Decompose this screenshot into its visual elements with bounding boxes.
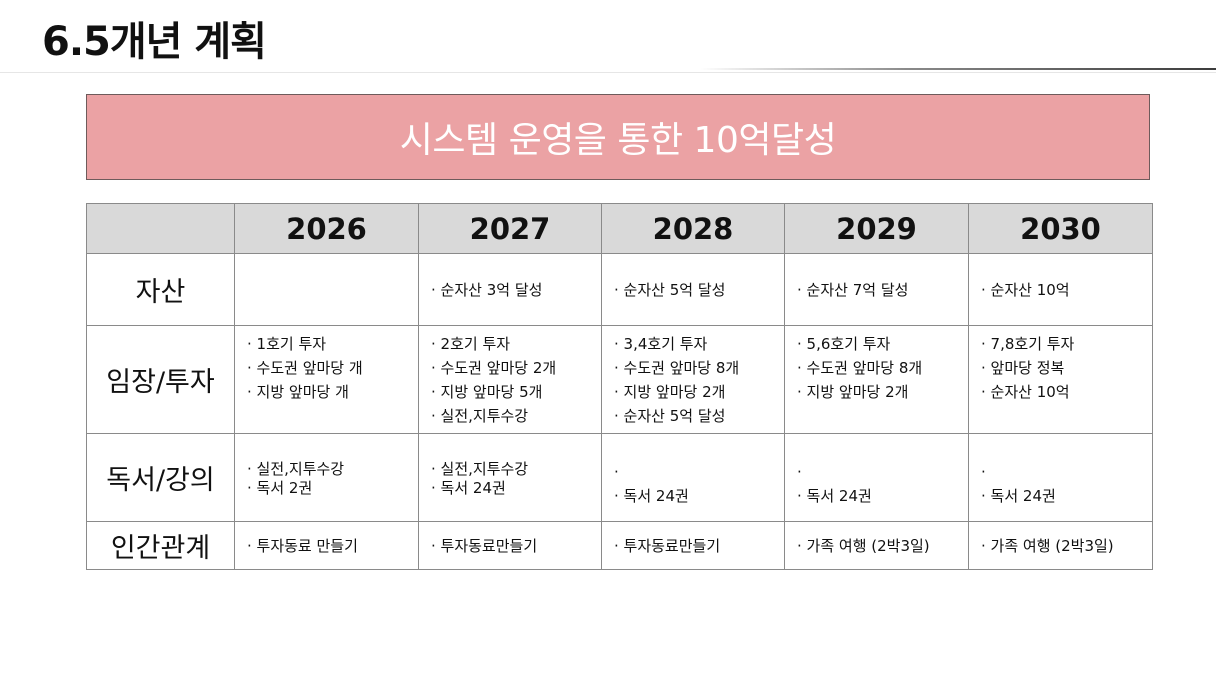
goal-banner: 시스템 운영을 통한 10억달성 bbox=[86, 94, 1150, 180]
cell-line: · 독서 2권 bbox=[247, 479, 313, 497]
table-cell: · 7,8호기 투자 · 앞마당 정복 · 순자산 10억 bbox=[968, 325, 1153, 434]
table-row: 임장/투자 · 1호기 투자 · 수도권 앞마당 개 · 지방 앞마당 개 · … bbox=[86, 325, 1153, 434]
cell-line: · 1호기 투자 bbox=[247, 335, 327, 353]
header-year-2028: 2028 bbox=[601, 203, 785, 254]
cell-line: · 지방 앞마당 2개 bbox=[797, 383, 909, 401]
cell-line: · 독서 24권 bbox=[981, 487, 1056, 505]
cell-line: · 7,8호기 투자 bbox=[981, 335, 1075, 353]
cell-line: · 수도권 앞마당 개 bbox=[247, 359, 363, 377]
cell-line: · 투자동료 만들기 bbox=[247, 536, 358, 555]
cell-line: · 순자산 3억 달성 bbox=[431, 280, 543, 299]
cell-line: · 독서 24권 bbox=[614, 487, 689, 505]
table-cell: · 3,4호기 투자 · 수도권 앞마당 8개 · 지방 앞마당 2개 · 순자… bbox=[601, 325, 785, 434]
plan-table: 2026 2027 2028 2029 2030 자산 · 순자산 3억 달성 … bbox=[86, 203, 1153, 570]
cell-line: · 순자산 5억 달성 bbox=[614, 407, 726, 425]
row-label-invest: 임장/투자 bbox=[86, 325, 235, 434]
cell-line: · 독서 24권 bbox=[797, 487, 872, 505]
cell-line: · 2호기 투자 bbox=[431, 335, 511, 353]
header-year-2027: 2027 bbox=[418, 203, 602, 254]
title-divider-dark bbox=[700, 68, 1216, 70]
row-label-relations: 인간관계 bbox=[86, 521, 235, 570]
cell-line: · bbox=[797, 463, 802, 481]
table-cell: · 실전,지투수강 · 독서 2권 bbox=[234, 433, 419, 522]
cell-line: · 수도권 앞마당 8개 bbox=[797, 359, 923, 377]
table-cell: · 2호기 투자 · 수도권 앞마당 2개 · 지방 앞마당 5개 · 실전,지… bbox=[418, 325, 602, 434]
table-cell: · 투자동료만들기 bbox=[601, 521, 785, 570]
cell-line: · 실전,지투수강 bbox=[247, 460, 345, 478]
table-cell: · 실전,지투수강 · 독서 24권 bbox=[418, 433, 602, 522]
cell-line: · 가족 여행 (2박3일) bbox=[981, 536, 1114, 555]
cell-line: · 실전,지투수강 bbox=[431, 460, 529, 478]
slide-title: 6.5개년 계획 bbox=[42, 19, 267, 65]
table-cell: · · 독서 24권 bbox=[968, 433, 1153, 522]
cell-line: · 투자동료만들기 bbox=[431, 536, 538, 555]
table-cell: · 1호기 투자 · 수도권 앞마당 개 · 지방 앞마당 개 bbox=[234, 325, 419, 434]
cell-line: · 수도권 앞마당 8개 bbox=[614, 359, 740, 377]
cell-line: · 가족 여행 (2박3일) bbox=[797, 536, 930, 555]
row-label-assets: 자산 bbox=[86, 253, 235, 326]
table-cell: · 5,6호기 투자 · 수도권 앞마당 8개 · 지방 앞마당 2개 bbox=[784, 325, 969, 434]
cell-line: · 수도권 앞마당 2개 bbox=[431, 359, 557, 377]
table-cell: · 순자산 3억 달성 bbox=[418, 253, 602, 326]
cell-line: · 지방 앞마당 개 bbox=[247, 383, 349, 401]
table-cell: · · 독서 24권 bbox=[601, 433, 785, 522]
table-cell: · 순자산 5억 달성 bbox=[601, 253, 785, 326]
cell-line: · 순자산 10억 bbox=[981, 383, 1070, 401]
table-cell: · 투자동료 만들기 bbox=[234, 521, 419, 570]
header-year-2029: 2029 bbox=[784, 203, 969, 254]
header-year-2030: 2030 bbox=[968, 203, 1153, 254]
table-row: 독서/강의 · 실전,지투수강 · 독서 2권 · 실전,지투수강 · 독서 2… bbox=[86, 433, 1153, 522]
cell-line: · 3,4호기 투자 bbox=[614, 335, 708, 353]
table-cell: · 가족 여행 (2박3일) bbox=[784, 521, 969, 570]
table-row: 자산 · 순자산 3억 달성 · 순자산 5억 달성 · 순자산 7억 달성 ·… bbox=[86, 253, 1153, 326]
table-row: 인간관계 · 투자동료 만들기 · 투자동료만들기 · 투자동료만들기 · 가족… bbox=[86, 521, 1153, 570]
cell-line: · bbox=[614, 463, 619, 481]
cell-line: · 앞마당 정복 bbox=[981, 359, 1065, 377]
cell-line: · 순자산 7억 달성 bbox=[797, 280, 909, 299]
cell-line: · bbox=[981, 463, 986, 481]
goal-banner-text: 시스템 운영을 통한 10억달성 bbox=[399, 120, 837, 161]
row-label-reading: 독서/강의 bbox=[86, 433, 235, 522]
cell-line: · 5,6호기 투자 bbox=[797, 335, 891, 353]
header-year-2026: 2026 bbox=[234, 203, 419, 254]
cell-line: · 독서 24권 bbox=[431, 479, 506, 497]
table-cell: · 순자산 7억 달성 bbox=[784, 253, 969, 326]
table-cell: · 투자동료만들기 bbox=[418, 521, 602, 570]
cell-line: · 순자산 5억 달성 bbox=[614, 280, 726, 299]
header-corner bbox=[86, 203, 235, 254]
table-header-row: 2026 2027 2028 2029 2030 bbox=[86, 203, 1153, 254]
table-cell: · · 독서 24권 bbox=[784, 433, 969, 522]
table-cell: · 순자산 10억 bbox=[968, 253, 1153, 326]
title-divider-light bbox=[0, 72, 1216, 73]
table-cell: · 가족 여행 (2박3일) bbox=[968, 521, 1153, 570]
cell-line: · 실전,지투수강 bbox=[431, 407, 529, 425]
cell-line: · 지방 앞마당 2개 bbox=[614, 383, 726, 401]
cell-line: · 투자동료만들기 bbox=[614, 536, 721, 555]
cell-line: · 순자산 10억 bbox=[981, 280, 1070, 299]
table-cell bbox=[234, 253, 419, 326]
cell-line: · 지방 앞마당 5개 bbox=[431, 383, 543, 401]
